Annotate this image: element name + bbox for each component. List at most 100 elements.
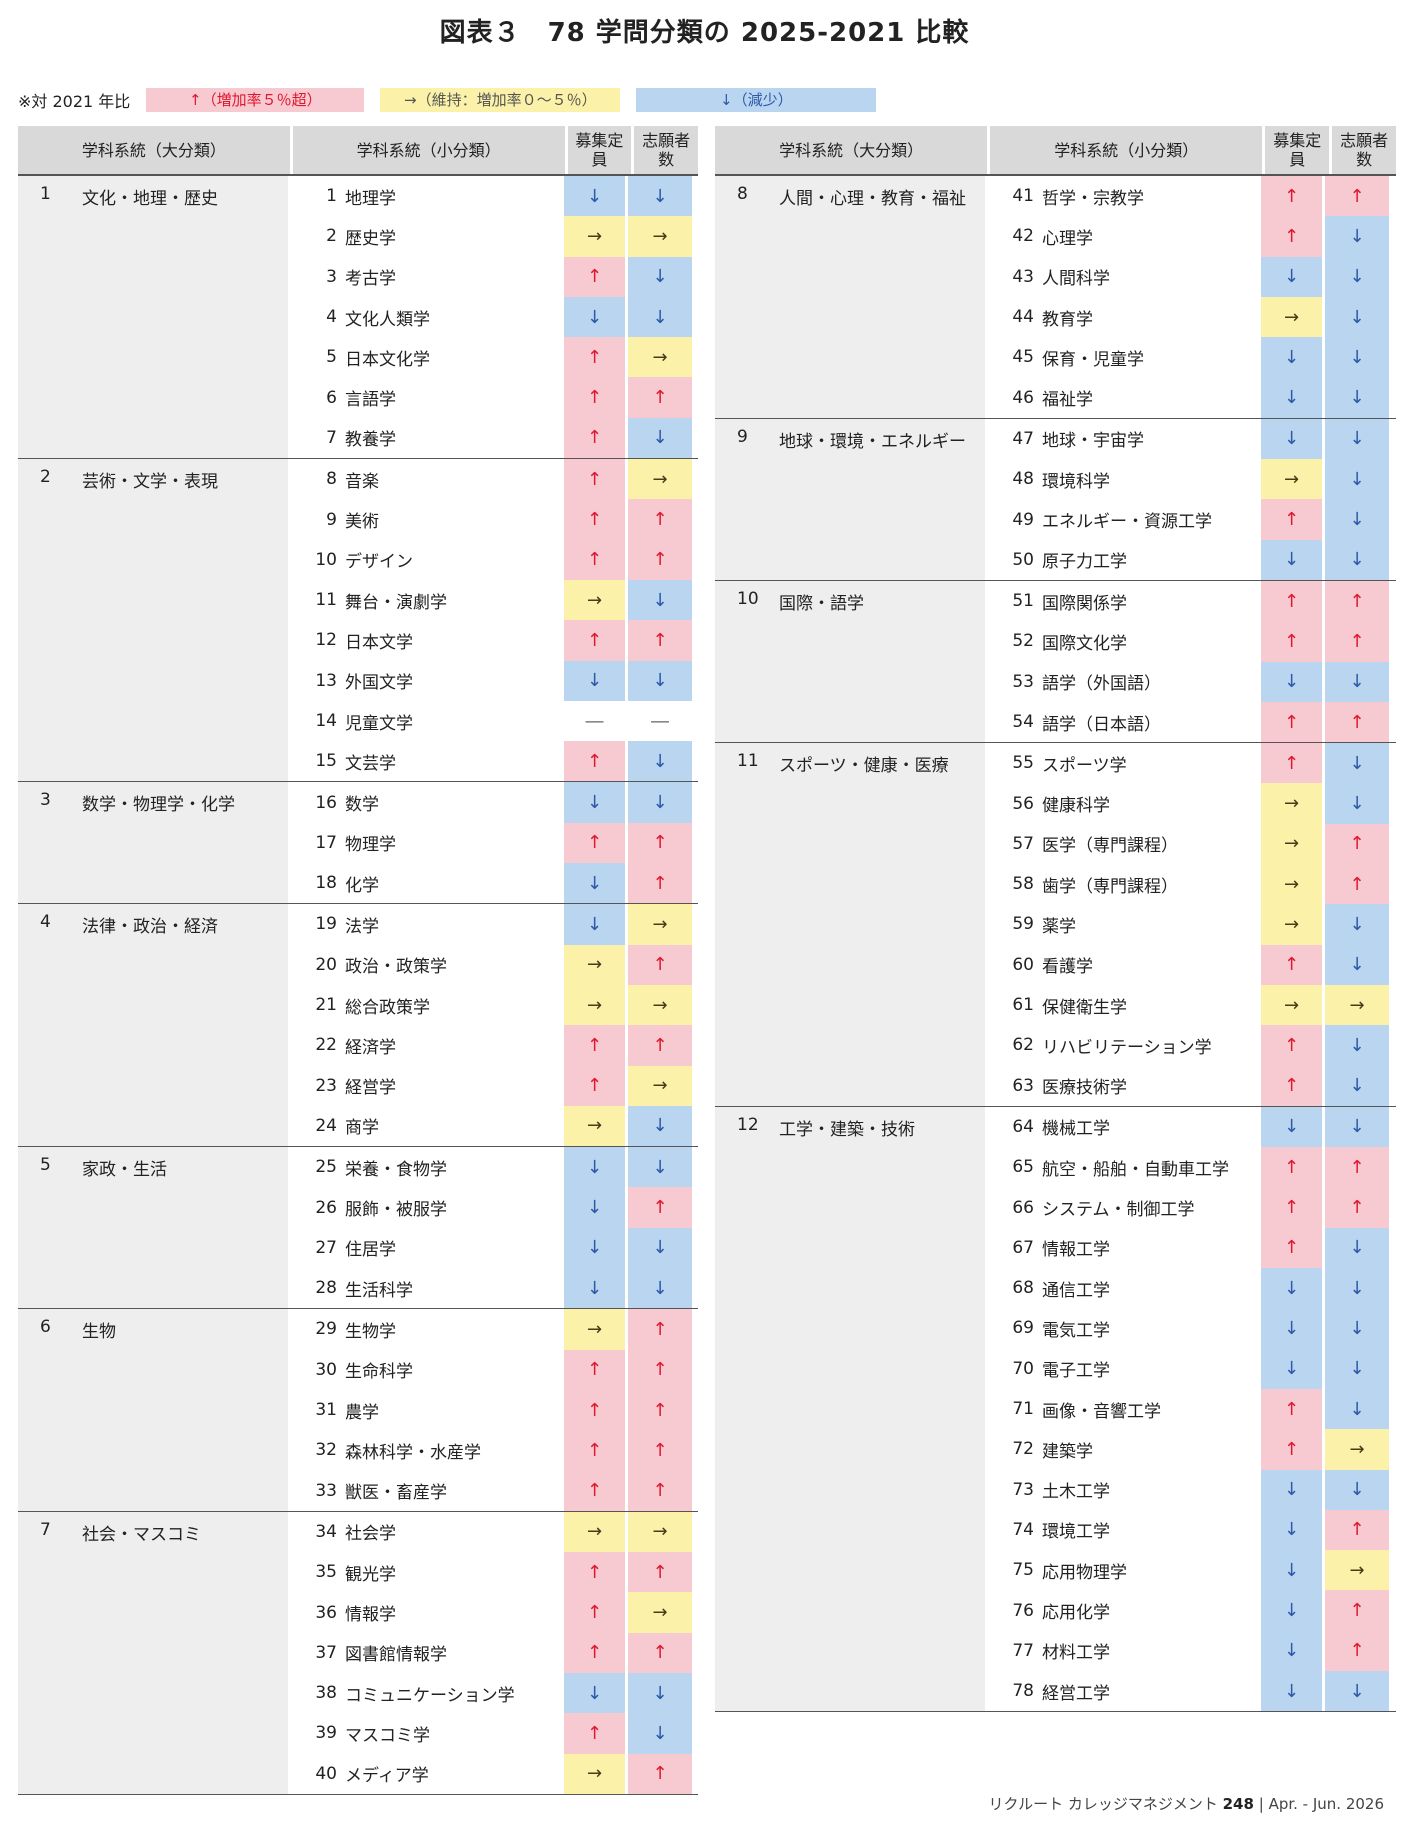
- recruit-trend: →: [1261, 984, 1325, 1026]
- subject-cell: 21 総合政策学: [291, 985, 564, 1025]
- header-recruit: 募集定員: [568, 126, 635, 174]
- header-recruit: 募集定員: [1265, 126, 1333, 174]
- table-row: 41 哲学・宗教学 ↑ ↑: [988, 176, 1396, 217]
- table-row: 54 語学（日本語） ↑ ↑: [988, 701, 1396, 743]
- recruit-trend: ↑: [564, 1349, 628, 1390]
- subject-cell: 27 住居学: [291, 1228, 564, 1268]
- applicants-trend: ↓: [628, 256, 692, 297]
- group-6: 6 生物 29 生物学 → ↑ 30 生命科学 ↑ ↑ 31 農学 ↑ ↑ 32 森林科学・水産学 ↑ ↑ 33 獣医…: [18, 1309, 698, 1512]
- applicants-trend: ↓: [1325, 1065, 1389, 1106]
- subject-cell: 77 材料工学: [988, 1631, 1261, 1671]
- subject-number: 61: [1012, 995, 1034, 1016]
- subject-cell: 53 語学（外国語）: [988, 662, 1261, 702]
- group-name: 生物: [82, 1322, 116, 1343]
- subject-number: 57: [1012, 833, 1034, 854]
- applicants-trend: ↓: [1325, 1670, 1389, 1712]
- applicants-trend: ↓: [1325, 377, 1389, 418]
- subject-cell: 54 語学（日本語）: [988, 702, 1261, 742]
- table-row: 74 環境工学 ↓ ↑: [988, 1509, 1396, 1551]
- subject-cell: 33 獣医・畜産学: [291, 1471, 564, 1511]
- table-row: 30 生命科学 ↑ ↑: [291, 1349, 698, 1390]
- subject-number: 2: [326, 226, 337, 247]
- recruit-trend: ↑: [1261, 621, 1325, 662]
- table-body: 8 人間・心理・教育・福祉 41 哲学・宗教学 ↑ ↑ 42 心理学 ↑ ↓ 43 人間科学 ↓ ↓ 44 教…: [715, 176, 1396, 1713]
- table-row: 46 福祉学 ↓ ↓: [988, 377, 1396, 418]
- table-row: 19 法学 ↓ →: [291, 904, 698, 945]
- group-number: 3: [40, 790, 51, 811]
- group-12: 12 工学・建築・技術 64 機械工学 ↓ ↓ 65 航空・船舶・自動車工学 ↑ ↑ 66 システム・…: [715, 1106, 1396, 1713]
- table-row: 49 エネルギー・資源工学 ↑ ↓: [988, 499, 1396, 540]
- table-row: 61 保健衛生学 → →: [988, 984, 1396, 1026]
- table-row: 66 システム・制御工学 ↑ ↑: [988, 1187, 1396, 1228]
- footer-publication: リクルート カレッジマネジメント: [988, 1795, 1218, 1813]
- recruit-trend: ↑: [564, 1713, 628, 1754]
- table-row: 67 情報工学 ↑ ↓: [988, 1227, 1396, 1269]
- table-header: 学科系統（大分類） 学科系統（小分類） 募集定員 志願者数: [715, 126, 1396, 176]
- recruit-trend: ↓: [1261, 1550, 1325, 1591]
- recruit-trend: ↑: [564, 377, 628, 418]
- legend-increase: ↑（増加率５％超）: [146, 88, 365, 112]
- subject-number: 63: [1012, 1075, 1034, 1096]
- table-row: 26 服飾・被服学 ↓ ↑: [291, 1187, 698, 1228]
- applicants-trend: ↓: [628, 660, 692, 701]
- subject-cell: 57 医学（専門課程）: [988, 824, 1261, 864]
- subject-cell: 7 教養学: [291, 418, 564, 458]
- group-number: 2: [40, 467, 51, 488]
- subject-number: 3: [326, 266, 337, 287]
- table-row: 56 健康科学 → ↓: [988, 783, 1396, 824]
- subject-cell: 43 人間科学: [988, 257, 1261, 297]
- applicants-trend: ↑: [628, 1470, 692, 1511]
- group-11: 11 スポーツ・健康・医療 55 スポーツ学 ↑ ↓ 56 健康科学 → ↓ 57 医学（専門課程） →…: [715, 743, 1396, 1107]
- applicants-trend: →: [628, 459, 692, 500]
- group-name: 数学・物理学・化学: [82, 795, 235, 816]
- recruit-trend: ↑: [1261, 216, 1325, 257]
- table-row: 10 デザイン ↑ ↑: [291, 539, 698, 580]
- subject-cell: 62 リハビリテーション学: [988, 1025, 1261, 1065]
- subject-number: 37: [315, 1642, 337, 1663]
- subject-name: 化学: [345, 875, 379, 896]
- subject-cell: 78 経営工学: [988, 1671, 1261, 1711]
- table-row: 62 リハビリテーション学 ↑ ↓: [988, 1025, 1396, 1066]
- subject-cell: 9 美術: [291, 499, 564, 539]
- table-row: 23 経営学 ↑ →: [291, 1065, 698, 1106]
- recruit-trend: ↑: [1261, 1429, 1325, 1470]
- subject-number: 25: [315, 1157, 337, 1178]
- table-row: 32 森林科学・水産学 ↑ ↑: [291, 1430, 698, 1471]
- applicants-trend: ↓: [628, 741, 692, 782]
- recruit-trend: ↑: [564, 1470, 628, 1511]
- subject-number: 75: [1012, 1560, 1034, 1581]
- subject-name: 総合政策学: [345, 997, 430, 1018]
- group-label: 4 法律・政治・経済: [18, 904, 291, 1147]
- group-rows: 47 地球・宇宙学 ↓ ↓ 48 環境科学 → ↓ 49 エネルギー・資源工学 ↑ ↓ 50 原子力工学 ↓…: [988, 418, 1396, 580]
- subject-name: 環境工学: [1042, 1522, 1110, 1543]
- table-row: 72 建築学 ↑ →: [988, 1429, 1396, 1470]
- recruit-trend: →: [1261, 296, 1325, 338]
- applicants-trend: ↓: [1325, 418, 1389, 460]
- subject-name: 音楽: [345, 471, 379, 492]
- table-row: 44 教育学 → ↓: [988, 296, 1396, 338]
- table-row: 18 化学 ↓ ↑: [291, 863, 698, 904]
- table-row: 5 日本文化学 ↑ →: [291, 337, 698, 378]
- recruit-trend: ↑: [564, 1389, 628, 1431]
- subject-number: 70: [1012, 1358, 1034, 1379]
- subject-number: 49: [1012, 509, 1034, 530]
- recruit-trend: ↓: [1261, 1268, 1325, 1309]
- subject-cell: 36 情報学: [291, 1592, 564, 1632]
- subject-name: 航空・船舶・自動車工学: [1042, 1159, 1229, 1180]
- group-8: 8 人間・心理・教育・福祉 41 哲学・宗教学 ↑ ↑ 42 心理学 ↑ ↓ 43 人間科学 ↓ ↓ 44 教…: [715, 176, 1396, 419]
- group-label: 1 文化・地理・歴史: [18, 176, 291, 459]
- subject-number: 77: [1012, 1640, 1034, 1661]
- table-row: 63 医療技術学 ↑ ↓: [988, 1065, 1396, 1106]
- subject-name: 建築学: [1042, 1441, 1093, 1462]
- table-row: 60 看護学 ↑ ↓: [988, 944, 1396, 985]
- footer: リクルート カレッジマネジメント 248 | Apr. - Jun. 2026: [989, 1793, 1384, 1814]
- applicants-trend: ↓: [628, 1672, 692, 1714]
- group-7: 7 社会・マスコミ 34 社会学 → → 35 観光学 ↑ ↑ 36 情報学 ↑ → 37 図書館情報学 ↑ ↑ 3…: [18, 1511, 698, 1795]
- header-major: 学科系統（大分類）: [18, 126, 293, 174]
- subject-cell: 48 環境科学: [988, 459, 1261, 499]
- applicants-trend: ↓: [1325, 1348, 1389, 1389]
- applicants-trend: ↓: [1325, 1308, 1389, 1349]
- applicants-trend: ↓: [1325, 459, 1389, 500]
- table-row: 35 観光学 ↑ ↑: [291, 1552, 698, 1593]
- subject-name: 服飾・被服学: [345, 1200, 447, 1221]
